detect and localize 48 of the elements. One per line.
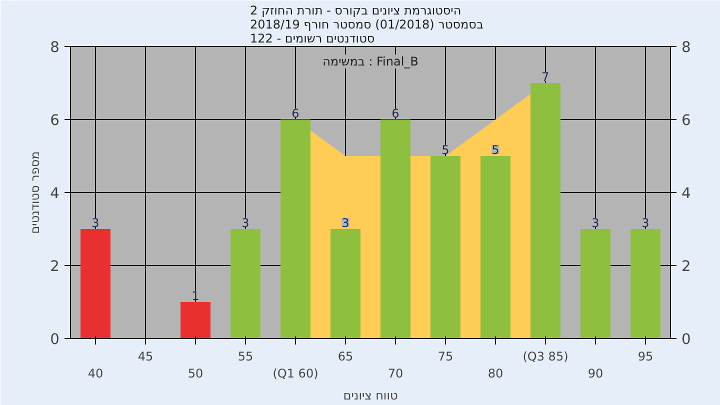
y-tick-label: 0: [50, 331, 60, 348]
y-tick-label: 2: [50, 258, 60, 275]
data-label: 3: [242, 216, 250, 230]
x-tick-label: 70: [388, 366, 404, 380]
data-label: 1: [192, 289, 200, 303]
x-tick-label: 45: [138, 350, 154, 364]
bar: [80, 229, 110, 338]
y-tick-label: 8: [50, 39, 60, 56]
bar: [430, 156, 460, 338]
y2-tick-label: 6: [682, 112, 691, 129]
bar: [230, 229, 260, 338]
bar: [330, 229, 360, 338]
y2-tick-label: 8: [682, 39, 691, 56]
bar: [280, 120, 310, 338]
bar: [580, 229, 610, 338]
data-label: 5: [442, 143, 450, 157]
x-tick-label: 95: [638, 350, 654, 364]
data-label: 3: [592, 216, 600, 230]
x-tick-label: (Q1 60): [272, 366, 318, 380]
x-tick-label: 40: [88, 366, 104, 380]
bar: [630, 229, 660, 338]
data-label: 3: [642, 216, 650, 230]
bar: [530, 83, 560, 338]
y-axis-title: מספר סטודנטים: [28, 151, 42, 234]
data-label: 7: [542, 70, 550, 84]
data-label: 3: [92, 216, 100, 230]
x-tick-label: 50: [188, 366, 204, 380]
data-label: 6: [392, 106, 400, 120]
bar: [180, 302, 210, 338]
chart-title: היסטוגרמת ציונים בקורס - תורת החוזק 2 בסמסטר (01/2018) סמסטר חורף 2018/19 סטודנטים רשומים - 122: [250, 4, 484, 46]
annotation: במשימה : Final_B: [322, 54, 418, 68]
data-label: 6: [292, 106, 300, 120]
x-tick-label: 90: [588, 366, 604, 380]
y2-tick-label: 4: [682, 185, 691, 202]
x-tick-label: 65: [338, 350, 354, 364]
x-tick-label: 80: [488, 366, 504, 380]
x-tick-label: 75: [438, 350, 454, 364]
bar: [480, 156, 510, 338]
x-tick-label: (Q3 85): [522, 350, 568, 364]
x-tick-label: 55: [238, 350, 254, 364]
y-tick-label: 6: [50, 112, 60, 129]
bar: [380, 120, 410, 338]
y2-tick-label: 2: [682, 258, 691, 275]
data-label: 5: [492, 143, 500, 157]
y2-tick-label: 0: [682, 331, 691, 348]
x-axis-title: טווח ציונים: [343, 388, 398, 402]
y-tick-label: 4: [50, 185, 60, 202]
data-label: 3: [342, 216, 350, 230]
